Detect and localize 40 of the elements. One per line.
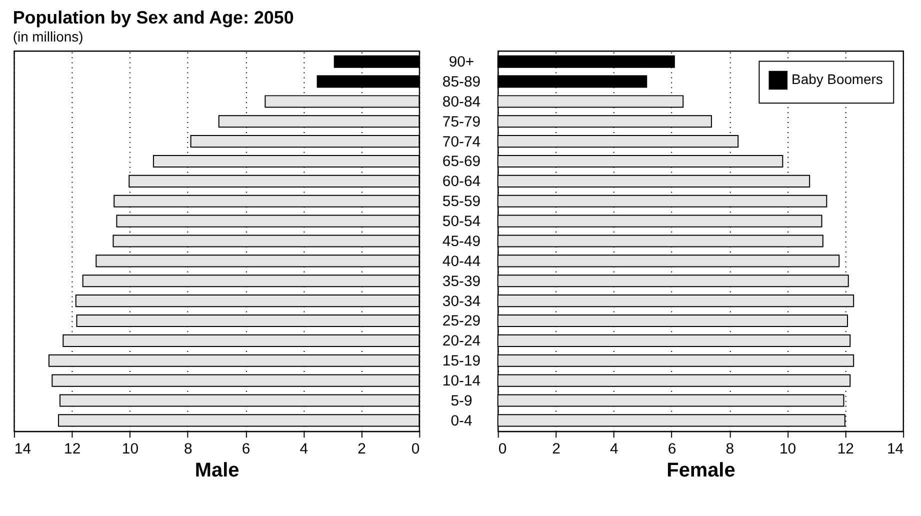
y-tick-label: 55-59 (442, 193, 481, 210)
x-tick-label: 6 (242, 440, 250, 458)
y-tick-label: 85-89 (442, 74, 481, 91)
y-tick-label: 60-64 (442, 173, 481, 190)
y-tick-label: 0-4 (450, 412, 472, 430)
x-axis-title: Male (194, 459, 240, 482)
x-tick-label: 10 (779, 440, 796, 458)
x-tick-label: 0 (498, 440, 507, 458)
x-tick-label: 10 (122, 440, 139, 458)
y-tick-label: 40-44 (442, 252, 481, 270)
x-tick-label: 4 (610, 440, 618, 458)
x-tick-label: 14 (14, 440, 32, 458)
x-tick-label: 6 (668, 440, 676, 458)
y-tick-label: 90+ (448, 54, 474, 71)
x-tick-label: 12 (64, 440, 81, 458)
x-tick-label: 4 (300, 440, 308, 458)
y-tick-label: 5-9 (450, 392, 472, 410)
y-tick-label: 80-84 (442, 93, 481, 110)
y-tick-label: 75-79 (442, 113, 481, 130)
x-tick-label: 0 (411, 440, 420, 458)
y-tick-label: 25-29 (442, 312, 481, 330)
legend-label: Baby Boomers (792, 71, 883, 88)
x-tick-label: 14 (886, 440, 904, 458)
y-tick-label: 45-49 (442, 232, 481, 250)
y-tick-label: 10-14 (442, 372, 481, 390)
y-tick-label: 70-74 (442, 133, 481, 150)
x-axis-title: Female (666, 459, 736, 482)
x-tick-label: 12 (837, 440, 854, 458)
y-tick-label: 30-34 (442, 292, 481, 310)
chart-title: Population by Sex and Age: 2050 (12, 7, 294, 28)
x-tick-label: 8 (726, 440, 734, 458)
chart-subtitle: (in millions) (12, 28, 84, 44)
y-tick-label: 35-39 (442, 272, 481, 290)
y-tick-label: 50-54 (442, 213, 481, 230)
y-tick-label: 20-24 (442, 332, 481, 350)
x-tick-label: 2 (358, 440, 366, 458)
y-tick-label: 15-19 (442, 352, 481, 370)
y-tick-label: 65-69 (442, 153, 481, 170)
x-tick-label: 2 (552, 440, 560, 458)
x-tick-label: 8 (184, 440, 192, 458)
